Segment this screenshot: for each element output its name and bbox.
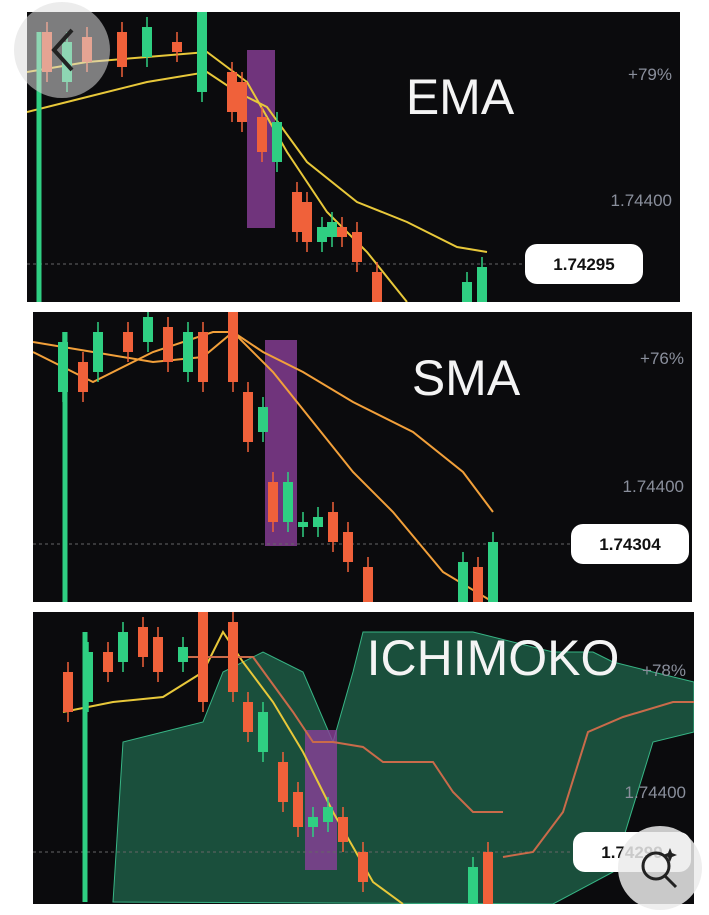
candle-body <box>337 227 347 237</box>
indicator-line <box>33 331 494 513</box>
candle-body <box>323 807 333 822</box>
price-level: 1.74400 <box>625 783 686 802</box>
percent-label: +78% <box>642 661 686 680</box>
percent-label: +79% <box>628 65 672 84</box>
sma-panel: SMA +76% 1.74400 1.74304 <box>33 312 692 602</box>
zoom-button[interactable] <box>618 826 702 910</box>
indicator-line <box>502 701 694 858</box>
candle-body <box>327 222 337 237</box>
indicator-label: ICHIMOKO <box>367 630 620 686</box>
candle-body <box>313 517 323 527</box>
candle-body <box>58 342 68 392</box>
indicator-line <box>33 330 494 602</box>
candle-body <box>302 202 312 242</box>
candle-body <box>292 192 302 232</box>
candle-body <box>372 272 382 302</box>
indicator-line <box>183 656 503 813</box>
price-level: 1.74400 <box>611 191 672 210</box>
candle-body <box>172 42 182 52</box>
indicator-line <box>27 70 488 253</box>
candle-body <box>258 407 268 432</box>
percent-label: +76% <box>640 349 684 368</box>
candle-body <box>258 712 268 752</box>
price-tag: 1.74295 <box>553 255 614 274</box>
cloud <box>112 631 694 904</box>
candle-body <box>153 637 163 672</box>
candle-body <box>298 522 308 527</box>
candle-body <box>78 362 88 392</box>
zoom-icon <box>641 848 678 889</box>
candle-body <box>118 632 128 662</box>
candle-body <box>278 762 288 802</box>
candle-body <box>268 482 278 522</box>
candle-body <box>308 817 318 827</box>
candle-body <box>488 542 498 602</box>
candle-body <box>63 672 73 712</box>
candle-body <box>243 392 253 442</box>
candle-body <box>483 852 493 904</box>
candle-body <box>317 227 327 242</box>
indicator-label: SMA <box>412 350 521 406</box>
candle-body <box>293 792 303 827</box>
candle-body <box>103 652 113 672</box>
back-button[interactable] <box>14 2 110 98</box>
candle-body <box>473 567 483 602</box>
price-tag-box <box>525 244 643 284</box>
highlight-box <box>305 730 337 870</box>
candle-body <box>257 117 267 152</box>
ema-panel: EMA +79% 1.74400 1.74295 <box>27 12 680 302</box>
candle-body <box>283 482 293 522</box>
candle-body <box>468 867 478 904</box>
candle-body <box>458 562 468 602</box>
candle-body <box>363 567 373 602</box>
candle-body <box>358 852 368 882</box>
candle-body <box>343 532 353 562</box>
candle-body <box>197 12 207 92</box>
candle-body <box>138 627 148 657</box>
candle-body <box>163 327 173 362</box>
candle-body <box>117 32 127 67</box>
candle-body <box>228 312 238 382</box>
candle-body <box>462 282 472 302</box>
candle-body <box>83 652 93 702</box>
candle-body <box>352 232 362 262</box>
candle-body <box>123 332 133 352</box>
indicator-label: EMA <box>406 69 515 125</box>
price-tag-box <box>571 524 689 564</box>
price-tag: 1.74304 <box>599 535 661 554</box>
back-icon <box>51 28 74 72</box>
candle-body <box>93 332 103 372</box>
candle-body <box>142 27 152 57</box>
candle-body <box>272 122 282 162</box>
candle-body <box>237 82 247 122</box>
candle-body <box>143 317 153 342</box>
candle-body <box>227 72 237 112</box>
candle-body <box>198 612 208 702</box>
candle-body <box>228 622 238 692</box>
candle-body <box>243 702 253 732</box>
candle-body <box>328 512 338 542</box>
price-level: 1.74400 <box>623 477 684 496</box>
candle-body <box>477 267 487 302</box>
candle-body <box>183 332 193 372</box>
candle-body <box>178 647 188 662</box>
candle-body <box>338 817 348 842</box>
candle-body <box>198 332 208 382</box>
